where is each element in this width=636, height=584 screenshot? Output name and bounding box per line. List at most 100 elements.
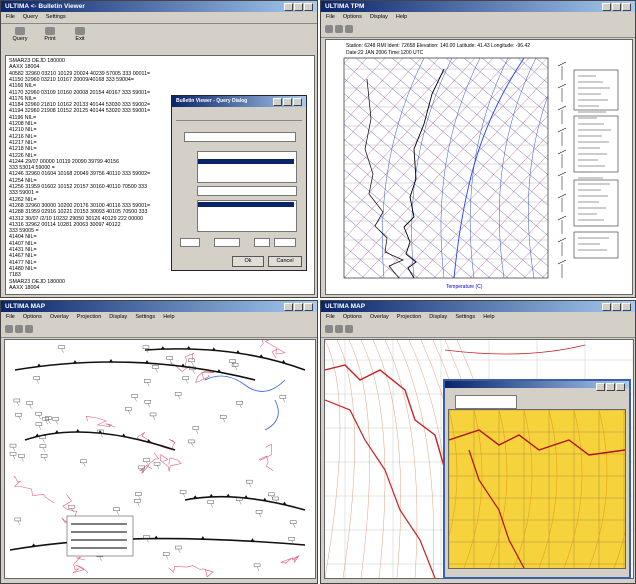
contour	[360, 340, 386, 578]
window-button[interactable]	[304, 303, 313, 311]
bulletin-line: 333 59005 =	[9, 228, 39, 235]
toolbar-button[interactable]: Print	[37, 27, 63, 42]
contour	[336, 340, 355, 578]
station-wind	[38, 415, 41, 420]
cancel-button[interactable]: Cancel	[268, 256, 302, 267]
window-button[interactable]	[612, 3, 621, 11]
window-button[interactable]	[283, 98, 292, 106]
dry-adiabat	[373, 58, 548, 206]
bulletin-line: 41208 NIL=	[9, 121, 37, 127]
menu-item[interactable]: Display	[429, 314, 448, 320]
front-symbol	[160, 346, 165, 350]
menu-item[interactable]: Projection	[76, 314, 102, 320]
station-plot	[188, 358, 195, 363]
station-wind	[249, 483, 252, 488]
menu-item[interactable]: File	[326, 314, 335, 320]
menu-item[interactable]: File	[6, 14, 15, 20]
toolbar-icon	[45, 27, 55, 35]
window-button[interactable]	[284, 3, 293, 11]
toolbar-button[interactable]: Exit	[67, 27, 93, 42]
decoration	[1, 23, 317, 24]
tool-icon[interactable]	[325, 325, 333, 333]
contour	[170, 352, 195, 372]
toolbar-button[interactable]: Query	[7, 27, 33, 42]
menu-item[interactable]: Display	[369, 14, 388, 20]
front-symbol	[200, 536, 205, 540]
window-button[interactable]	[602, 303, 611, 311]
contour	[139, 452, 160, 474]
menu-item[interactable]: Options	[342, 14, 362, 20]
menu-item[interactable]: Settings	[455, 314, 476, 320]
window-button[interactable]	[284, 303, 293, 311]
tool-icon[interactable]	[25, 325, 33, 333]
dry-adiabat	[344, 62, 548, 236]
dry-adiabat	[344, 276, 347, 278]
window-button[interactable]	[294, 303, 303, 311]
menu-item[interactable]: File	[6, 314, 15, 320]
window-button[interactable]	[622, 303, 631, 311]
menu-item[interactable]: Options	[22, 314, 42, 320]
tool-icon[interactable]	[335, 25, 343, 33]
window-button[interactable]	[304, 3, 313, 11]
menu-item[interactable]: Query	[22, 14, 38, 20]
station-wind	[155, 368, 158, 373]
menu-item[interactable]: File	[326, 14, 335, 20]
front	[184, 495, 306, 511]
menu-item[interactable]: Options	[342, 314, 362, 320]
window-button[interactable]	[606, 383, 615, 391]
isotherm	[433, 154, 548, 278]
menu-item[interactable]: Help	[395, 14, 408, 20]
dry-adiabat	[344, 230, 401, 278]
skewt-window: ULTIMA TPM File Options Display Help Statio…	[320, 0, 636, 298]
bulletin-line: 41184 32960 21810 10162 20133 40144 5303…	[9, 102, 151, 109]
window-button[interactable]	[612, 303, 621, 311]
contour	[513, 410, 533, 568]
coastline	[449, 429, 625, 456]
isotherm	[344, 58, 440, 162]
station-plot	[175, 545, 182, 550]
station-plot	[134, 498, 141, 503]
station-wind	[55, 420, 58, 425]
menu-item[interactable]: Settings	[135, 314, 156, 320]
bulletin-line: 41216 NIL=	[9, 133, 37, 140]
station-wind	[12, 447, 16, 452]
tool-icon[interactable]	[345, 25, 353, 33]
menu-item[interactable]: Overlay	[369, 314, 389, 320]
dry-adiabat	[344, 199, 437, 278]
info-box	[573, 115, 619, 173]
station-plot	[182, 376, 189, 380]
temperature-profile	[403, 68, 445, 278]
station-plot	[236, 401, 243, 405]
menu-item[interactable]: Help	[163, 314, 175, 320]
menu-item[interactable]: Settings	[45, 14, 66, 20]
window-button[interactable]	[616, 383, 625, 391]
window-button[interactable]	[294, 3, 303, 11]
map-window: ULTIMA MAP File Options Overlay Projection D…	[320, 300, 636, 584]
window-button[interactable]	[602, 3, 611, 11]
menu-item[interactable]: Overlay	[49, 314, 69, 320]
decoration	[197, 186, 297, 196]
window-button[interactable]	[622, 3, 631, 11]
ok-button[interactable]: Ok	[232, 256, 264, 267]
station-wind	[256, 566, 260, 571]
isotherm	[469, 193, 548, 278]
menu-item[interactable]: Display	[109, 314, 128, 320]
title-bar: ULTIMA <- Bulletin Viewer	[1, 1, 317, 12]
decoration	[254, 238, 270, 247]
tool-icon[interactable]	[345, 325, 353, 333]
weather-map	[9, 340, 306, 578]
window-button[interactable]	[293, 98, 302, 106]
tool-icon[interactable]	[335, 325, 343, 333]
bulletin-line: 41467 NIL=	[9, 253, 37, 260]
station-plot	[35, 411, 42, 416]
menu-item[interactable]: Help	[483, 314, 495, 320]
contour	[72, 556, 89, 574]
station-wind	[134, 397, 137, 402]
window-button[interactable]	[273, 98, 282, 106]
bulletin-line: 333 53014 59000 =	[9, 165, 55, 172]
menu-item[interactable]: Projection	[396, 314, 422, 320]
tool-icon[interactable]	[325, 25, 333, 33]
tool-icon[interactable]	[5, 325, 13, 333]
window-button[interactable]	[596, 383, 605, 391]
tool-icon[interactable]	[15, 325, 23, 333]
